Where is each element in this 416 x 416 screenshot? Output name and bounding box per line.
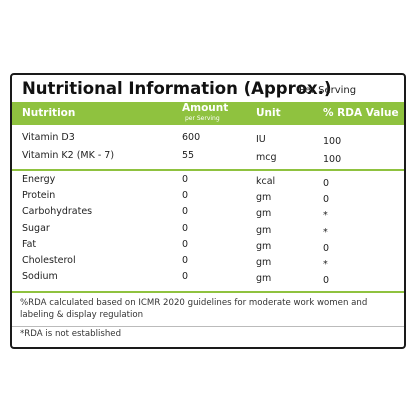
cell: 55 xyxy=(182,150,195,161)
cell: gm xyxy=(256,240,272,252)
cell: 0 xyxy=(323,242,330,254)
cell: * xyxy=(323,226,328,238)
cell: 0 xyxy=(182,255,189,266)
cell: * xyxy=(323,259,328,270)
row-label: Protein xyxy=(22,190,56,202)
column-header: Amount xyxy=(182,102,229,114)
row-label: Sugar xyxy=(22,222,50,234)
header-bar: Nutrition Amount Unit % RDA Value per Servin… xyxy=(12,102,404,125)
footnote: *RDA is not established xyxy=(20,329,122,339)
cell: 0 xyxy=(182,206,189,218)
row-label: Carbohydrates xyxy=(22,206,93,218)
row-label: Energy xyxy=(22,174,56,185)
footnote: labeling & display regulation xyxy=(20,310,144,320)
divider xyxy=(12,291,404,293)
cell: 0 xyxy=(323,194,330,206)
subtitle: Per Serving xyxy=(299,85,357,96)
row-label: Fat xyxy=(22,238,37,250)
divider xyxy=(12,326,404,327)
cell: 100 xyxy=(323,136,342,147)
row-label: Vitamin K2 (MK - 7) xyxy=(22,150,115,161)
cell: 0 xyxy=(182,222,189,234)
cell: 0 xyxy=(182,190,189,202)
cell: 600 xyxy=(182,132,201,143)
cell: 0 xyxy=(182,174,189,185)
cell: gm xyxy=(256,192,272,204)
column-header: Nutrition xyxy=(22,107,76,119)
footnote: %RDA calculated based on ICMR 2020 guide… xyxy=(20,298,368,308)
column-header: % RDA Value xyxy=(323,107,399,119)
nutrition-card: Nutritional Information (Approx.) Per Se… xyxy=(10,73,406,349)
cell: gm xyxy=(256,208,272,220)
column-header: Unit xyxy=(256,107,281,119)
cell: * xyxy=(323,210,328,222)
cell: gm xyxy=(256,273,272,285)
cell: 0 xyxy=(182,271,189,283)
cell: 0 xyxy=(323,178,330,189)
cell: 100 xyxy=(323,154,342,165)
title: Nutritional Information (Approx.) xyxy=(22,79,332,98)
cell: IU xyxy=(256,134,266,145)
divider xyxy=(12,169,404,171)
cell: gm xyxy=(256,257,272,268)
row-label: Cholesterol xyxy=(22,255,76,266)
cell: gm xyxy=(256,224,272,236)
cell: 0 xyxy=(323,275,330,287)
cell: mcg xyxy=(256,152,277,163)
row-label: Vitamin D3 xyxy=(22,132,75,143)
cell: 0 xyxy=(182,238,189,250)
row-label: Sodium xyxy=(22,271,58,283)
column-subheader: per Serving xyxy=(185,115,220,122)
cell: kcal xyxy=(256,176,276,187)
